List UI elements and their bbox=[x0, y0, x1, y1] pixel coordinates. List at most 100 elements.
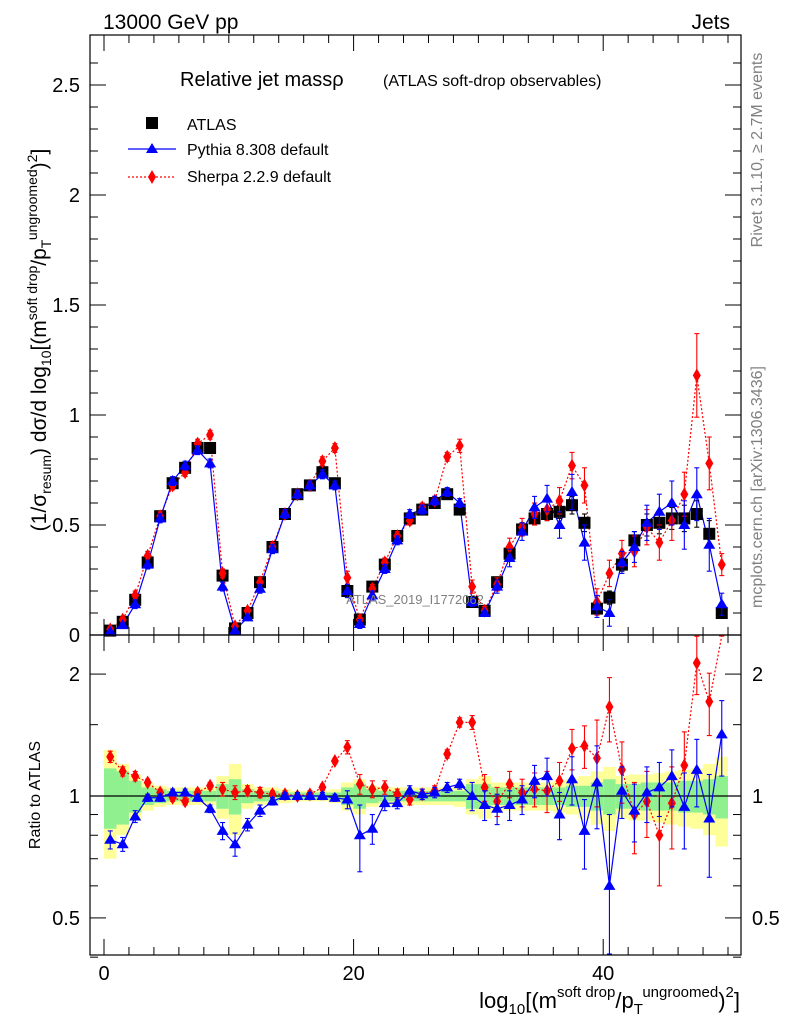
ratio-y-tick-label-right: 0.5 bbox=[752, 908, 780, 930]
pythia-ratio-point bbox=[640, 786, 653, 797]
sherpa-ratio-point bbox=[343, 740, 352, 755]
pythia-point bbox=[466, 596, 479, 606]
main-y-tick-label: 1.5 bbox=[52, 295, 80, 317]
main-y-tick-label: 0.5 bbox=[52, 515, 80, 537]
pythia-ratio-point bbox=[690, 763, 703, 774]
pythia-point bbox=[278, 508, 291, 518]
pythia-point bbox=[204, 457, 217, 468]
ratio-y-tick-label-right: 1 bbox=[752, 786, 763, 808]
sherpa-point bbox=[443, 449, 452, 464]
sherpa-point bbox=[256, 575, 264, 590]
pythia-point bbox=[428, 494, 441, 505]
pythia-ratio-point bbox=[191, 791, 204, 802]
pythia-ratio-point bbox=[503, 799, 516, 810]
pythia-ratio-point bbox=[254, 804, 266, 815]
legend-atlas-label: ATLAS bbox=[187, 117, 237, 134]
x-tick-label: 40 bbox=[592, 963, 614, 985]
sherpa-ratio-point bbox=[680, 758, 689, 773]
ratio-band-inner bbox=[128, 780, 142, 813]
pythia-ratio-point bbox=[441, 781, 454, 792]
pythia-ratio-point bbox=[353, 829, 366, 840]
pythia-ratio-point bbox=[104, 833, 117, 844]
sherpa-ratio-point bbox=[605, 699, 614, 714]
pythia-point bbox=[615, 556, 628, 567]
legend-sherpa-marker bbox=[148, 170, 156, 184]
atlas-point bbox=[578, 516, 591, 529]
pythia-point bbox=[316, 468, 329, 479]
pythia-ratio-point bbox=[391, 797, 404, 808]
pythia-ratio-point bbox=[416, 788, 429, 799]
sherpa-point bbox=[655, 535, 664, 550]
pythia-point bbox=[116, 619, 129, 630]
main-y-tick-label: 2.5 bbox=[52, 75, 80, 97]
pythia-ratio-point bbox=[590, 776, 603, 787]
pythia-point bbox=[665, 497, 678, 507]
pythia-point bbox=[491, 580, 504, 591]
pythia-point bbox=[179, 459, 192, 470]
pythia-ratio-point bbox=[303, 790, 316, 800]
sherpa-ratio-point bbox=[368, 782, 377, 797]
pythia-ratio-point bbox=[466, 790, 479, 800]
pythia-point bbox=[553, 519, 566, 529]
pythia-ratio-point bbox=[665, 770, 678, 781]
sherpa-ratio-point bbox=[443, 746, 452, 761]
sherpa-point bbox=[318, 454, 327, 469]
ratio-y-tick-label: 1 bbox=[69, 786, 80, 808]
atlas-point bbox=[204, 442, 217, 454]
pythia-ratio-point bbox=[154, 791, 167, 802]
x-axis-label: log10[(msoft drop/pTungroomed)2] bbox=[479, 984, 740, 1018]
pythia-point bbox=[391, 534, 404, 545]
pythia-point bbox=[378, 563, 391, 573]
sherpa-ratio-point bbox=[181, 794, 190, 809]
plot-title: Relative jet massρ bbox=[180, 69, 344, 91]
pythia-ratio-point bbox=[366, 822, 379, 833]
energy-label: 13000 GeV pp bbox=[103, 11, 238, 34]
plot-subtitle: (ATLAS soft-drop observables) bbox=[383, 73, 601, 90]
pythia-point bbox=[603, 607, 616, 617]
pythia-ratio-point bbox=[528, 774, 541, 785]
sherpa-ratio-point bbox=[318, 780, 327, 795]
x-axis: 0 20 40 bbox=[98, 35, 729, 985]
legend-atlas-marker bbox=[146, 117, 158, 129]
pythia-ratio-point bbox=[278, 790, 291, 800]
main-y-axis: 0 0.5 1 1.5 2 2.5 bbox=[52, 62, 741, 647]
pythia-point bbox=[191, 444, 204, 455]
main-panel-marks bbox=[104, 333, 728, 637]
pythia-point bbox=[104, 625, 117, 636]
main-y-axis-label: (1/σresum) dσ/d log10[(msoft drop/pTungr… bbox=[24, 149, 54, 532]
ratio-y-tick-label: 0.5 bbox=[52, 908, 80, 930]
sherpa-point bbox=[131, 588, 140, 603]
pythia-ratio-point bbox=[141, 791, 154, 802]
ratio-panel-marks bbox=[90, 635, 741, 955]
pythia-ratio-point bbox=[241, 818, 254, 829]
ratio-band-inner bbox=[116, 771, 129, 825]
sherpa-ratio-point bbox=[355, 777, 364, 792]
sherpa-ratio-point bbox=[692, 656, 701, 671]
pythia-point bbox=[478, 607, 491, 617]
pythia-ratio-point bbox=[491, 802, 504, 813]
sherpa-point bbox=[380, 555, 389, 570]
pythia-ratio-point bbox=[566, 773, 578, 784]
main-y-tick-label: 2 bbox=[69, 185, 80, 207]
process-label: Jets bbox=[691, 11, 730, 34]
pythia-ratio-point bbox=[341, 793, 354, 804]
legend-sherpa-label: Sherpa 2.2.9 default bbox=[187, 169, 332, 186]
sherpa-point bbox=[206, 427, 215, 442]
pythia-point bbox=[503, 552, 516, 562]
sherpa-ratio-point bbox=[380, 780, 389, 795]
ratio-panel-frame bbox=[89, 634, 742, 956]
pythia-point bbox=[541, 492, 554, 503]
ratio-band-inner bbox=[715, 776, 728, 819]
sherpa-point bbox=[568, 458, 576, 473]
ratio-band-inner bbox=[603, 779, 616, 815]
sherpa-point bbox=[555, 493, 564, 508]
sherpa-ratio-point bbox=[468, 715, 477, 730]
pythia-ratio-point bbox=[428, 786, 441, 797]
pythia-point bbox=[528, 501, 541, 512]
sherpa-ratio-point bbox=[231, 785, 240, 800]
atlas-point bbox=[603, 591, 616, 604]
pythia-point bbox=[229, 624, 242, 635]
sherpa-ratio-point bbox=[705, 694, 714, 709]
pythia-point bbox=[640, 516, 653, 527]
